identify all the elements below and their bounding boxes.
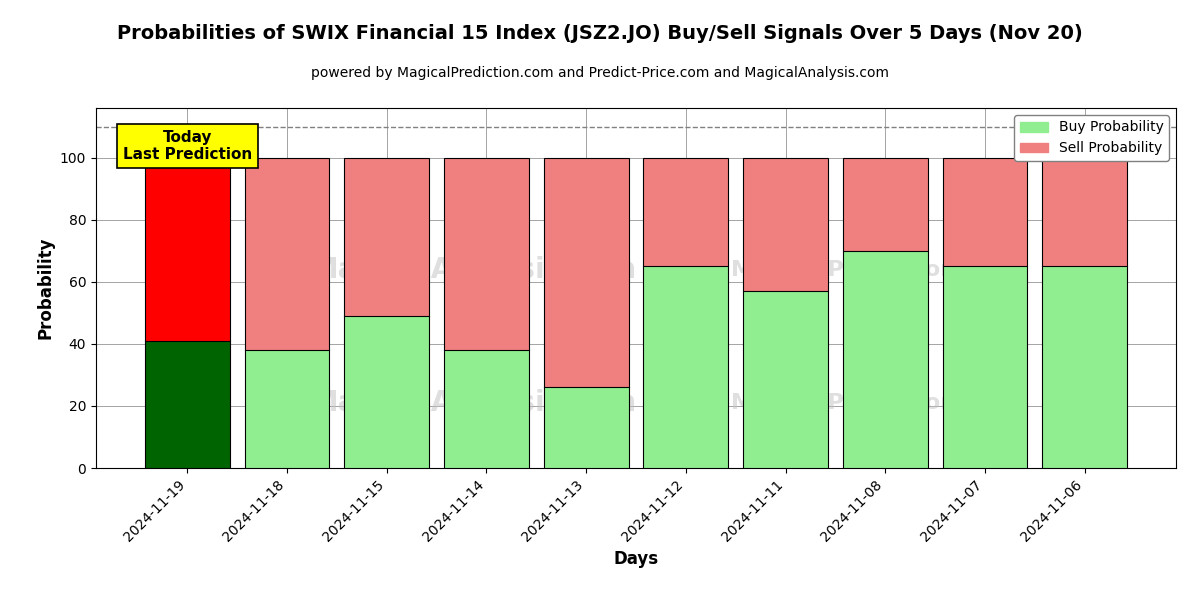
Bar [643,158,728,468]
Legend: Buy Probability, Sell Probability: Buy Probability, Sell Probability [1014,115,1169,161]
Bar [544,158,629,388]
Bar [842,158,928,251]
Bar [842,158,928,468]
Text: Today
Last Prediction: Today Last Prediction [122,130,252,162]
Bar [1042,158,1127,468]
Bar [145,341,230,468]
Bar [145,158,230,341]
Bar [344,316,430,468]
Text: MagicalAnalysis.com: MagicalAnalysis.com [311,256,637,284]
Bar [743,291,828,468]
Bar [245,350,330,468]
Bar [544,158,629,468]
Bar [444,158,529,350]
Text: MagicalPrediction.com: MagicalPrediction.com [731,260,1016,280]
Bar [743,158,828,291]
Bar [942,158,1027,266]
Bar [245,158,330,350]
Text: Probabilities of SWIX Financial 15 Index (JSZ2.JO) Buy/Sell Signals Over 5 Days : Probabilities of SWIX Financial 15 Index… [118,24,1082,43]
Text: MagicalPrediction.com: MagicalPrediction.com [731,393,1016,413]
Text: powered by MagicalPrediction.com and Predict-Price.com and MagicalAnalysis.com: powered by MagicalPrediction.com and Pre… [311,66,889,80]
Bar [444,350,529,468]
Bar [444,158,529,468]
Bar [344,158,430,468]
Bar [643,266,728,468]
Bar [1042,158,1127,266]
Bar [245,158,330,468]
Bar [942,266,1027,468]
Bar [344,158,430,316]
Bar [544,388,629,468]
Bar [842,251,928,468]
Y-axis label: Probability: Probability [36,237,54,339]
Bar [145,158,230,468]
Bar [942,158,1027,468]
X-axis label: Days: Days [613,550,659,568]
Bar [643,158,728,266]
Bar [743,158,828,468]
Text: MagicalAnalysis.com: MagicalAnalysis.com [311,389,637,417]
Bar [1042,266,1127,468]
